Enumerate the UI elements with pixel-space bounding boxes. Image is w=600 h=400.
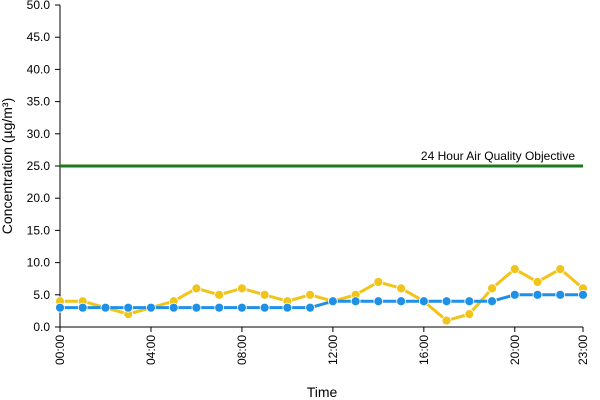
data-point [464,309,475,320]
objective-line-group: 24 Hour Air Quality Objective [60,149,583,168]
y-tick-label: 0.0 [33,320,50,334]
series-2 [55,289,588,313]
data-point [555,289,566,300]
data-point [396,283,406,294]
data-point [578,289,588,300]
data-point [259,302,270,313]
y-tick-label: 20.0 [27,191,51,205]
x-tick-label: 08:00 [235,335,249,365]
data-point [532,289,543,300]
data-point [418,296,429,307]
x-tick-label: 16:00 [417,335,431,365]
y-tick-label: 10.0 [27,256,51,270]
y-tick-label: 5.0 [33,288,50,302]
data-point [123,302,134,313]
data-point [532,277,543,287]
data-point [350,296,361,307]
data-point [214,289,225,300]
data-point [327,296,338,307]
x-tick-label: 12:00 [326,335,340,365]
data-point [555,264,566,274]
y-tick-label: 35.0 [27,95,51,109]
data-point [77,302,88,313]
y-tick-label: 15.0 [27,223,51,237]
x-axis-ticks: 00:00 04:00 08:00 12:00 16:00 20:00 23:00 [53,327,590,365]
y-axis-ticks: 0.0 5.0 10.0 15.0 20.0 25.0 30.0 35.0 40.0 45.0 50… [27,0,60,334]
objective-label: 24 Hour Air Quality Objective [421,149,575,163]
data-point [191,283,202,294]
data-point [373,296,384,307]
data-point [509,264,520,274]
data-point [168,302,179,313]
data-point [237,302,247,313]
data-point [396,296,406,307]
data-point [373,277,384,287]
data-point [214,302,225,313]
data-point [305,302,316,313]
data-point [464,296,475,307]
data-point [237,283,247,294]
data-point [146,302,156,313]
data-point [282,302,293,313]
y-axis-title: Concentration (µg/m³) [0,98,15,234]
series-1 [55,264,588,326]
y-tick-label: 50.0 [27,0,51,12]
x-tick-label: 00:00 [53,335,67,365]
data-point [259,289,270,300]
x-tick-label: 23:00 [576,335,590,365]
y-tick-label: 25.0 [27,159,51,173]
data-point [100,302,111,313]
data-point [487,296,497,307]
x-tick-label: 20:00 [508,335,522,365]
x-tick-label: 04:00 [144,335,158,365]
series-line [60,267,584,323]
y-tick-label: 45.0 [27,30,51,44]
data-point [55,302,65,313]
data-point [305,289,316,300]
data-point [441,315,452,326]
data-point [509,289,520,300]
x-axis-title: Time [307,384,338,400]
y-tick-label: 40.0 [27,62,51,76]
data-point [441,296,452,307]
y-tick-label: 30.0 [27,127,51,141]
data-point [487,283,497,294]
series-group [55,264,588,326]
data-point [191,302,202,313]
